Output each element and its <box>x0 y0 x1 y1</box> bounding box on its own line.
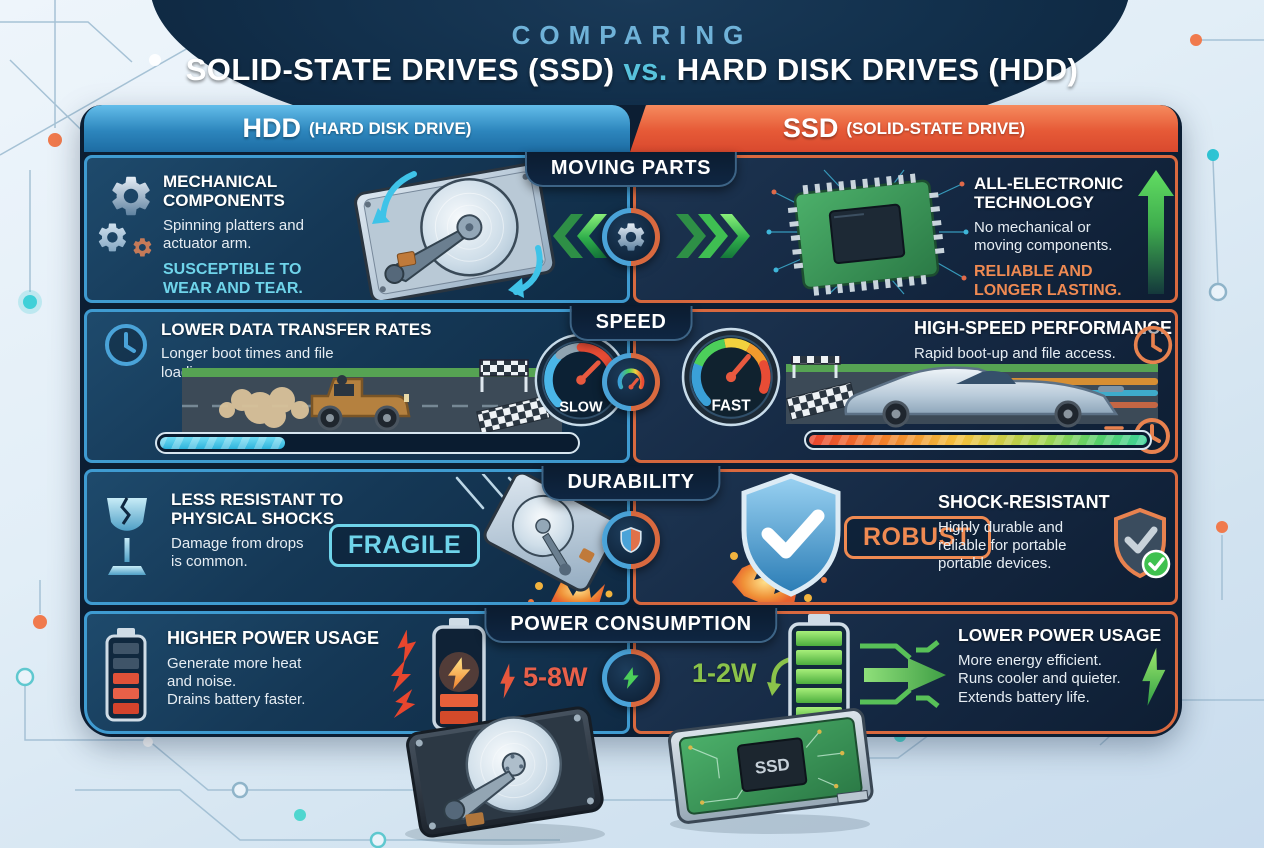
hdd-internals-illustration <box>354 162 556 300</box>
title-right: HARD DISK DRIVES (HDD) <box>676 52 1079 87</box>
ssd-chip-illustration <box>766 169 969 296</box>
ssd-speed-progress-bar <box>804 430 1152 450</box>
chevron-left-icon <box>553 214 607 258</box>
clock-icon <box>105 324 147 366</box>
comparison-table: HDD (HARD DISK DRIVE) SSD (SOLID-STATE D… <box>80 105 1182 737</box>
body: Rapid boot-up and file access. <box>914 344 1116 362</box>
old-car-scene <box>182 359 562 432</box>
robust-badge: ROBUST <box>844 516 991 559</box>
cell-hdd-moving-parts: MECHANICAL COMPONENTS Spinning platters … <box>84 155 630 303</box>
body: More energy efficient. Runs cooler and q… <box>958 651 1121 706</box>
fragile-glass-icon <box>107 497 147 575</box>
row-speed: LOWER DATA TRANSFER RATES Longer boot ti… <box>80 306 1182 466</box>
center-lightning-icon <box>602 649 660 707</box>
cell-ssd-power: 1-2W <box>633 611 1178 734</box>
row-durability: LESS RESISTANT TO PHYSICAL SHOCKS Damage… <box>80 466 1182 608</box>
heading: HIGH-SPEED PERFORMANCE <box>914 318 1173 338</box>
highlight: RELIABLE AND LONGER LASTING. <box>974 263 1122 300</box>
lightning-icon-green <box>1142 647 1166 706</box>
dust-cloud <box>219 387 309 428</box>
ssd-full: (SOLID-STATE DRIVE) <box>846 118 1026 138</box>
hdd-wattage: 5-8W <box>523 662 588 692</box>
heading: LOWER POWER USAGE <box>958 625 1162 645</box>
bottom-ssd-illustration: SSD <box>668 708 874 834</box>
checkered-flag <box>786 356 857 421</box>
lightning-icon <box>623 667 639 689</box>
cell-ssd-durability: ROBUST SHOCK-RESISTANT Highly durable an… <box>633 469 1178 605</box>
ssd-durability-text: SHOCK-RESISTANT Highly durable and relia… <box>938 492 1163 573</box>
ssd-chip-label: SSD <box>754 755 791 778</box>
shield-icon <box>620 527 642 553</box>
body: Generate more heat and noise. Drains bat… <box>167 654 306 709</box>
old-car-illustration <box>310 375 411 431</box>
slow-gauge: SLOW <box>534 333 627 427</box>
ssd-abbr: SSD <box>782 113 839 143</box>
ssd-speed-text: HIGH-SPEED PERFORMANCE Rapid boot-up and… <box>914 318 1175 363</box>
heading: LOWER DATA TRANSFER RATES <box>161 320 432 339</box>
title-left: SOLID-STATE DRIVES (SSD) <box>185 52 615 87</box>
spark-bolts-icon <box>391 630 417 718</box>
speedometer-icon <box>617 368 645 390</box>
lightning-icon-red <box>500 663 515 699</box>
hdd-speed-progress-bar <box>155 432 580 454</box>
shield-check-icon <box>1114 508 1171 579</box>
row-power-consumption: HIGHER POWER USAGE Generate more heat an… <box>80 608 1182 737</box>
heading: LESS RESISTANT TO PHYSICAL SHOCKS <box>171 490 344 529</box>
center-speedometer-icon <box>602 353 660 411</box>
sports-car-scene <box>786 356 1158 428</box>
column-header-ssd: SSD (SOLID-STATE DRIVE) <box>630 105 1178 152</box>
category-badge-durability: DURABILITY <box>541 466 721 501</box>
column-header-hdd: HDD (HARD DISK DRIVE) <box>84 105 630 152</box>
gears-icon <box>98 176 152 257</box>
gauge-label: SLOW <box>559 400 603 416</box>
hdd-moving-parts-text: MECHANICAL COMPONENTS Spinning platters … <box>163 172 343 299</box>
clock-icon-orange <box>1133 325 1173 365</box>
hdd-abbr: HDD <box>242 113 302 143</box>
heading: ALL-ELECTRONIC TECHNOLOGY <box>974 174 1124 213</box>
sports-car-illustration <box>844 366 1124 428</box>
page-title: SOLID-STATE DRIVES (SSD) vs. HARD DISK D… <box>0 52 1264 88</box>
ssd-progress-fill <box>809 435 1147 445</box>
body: No mechanical or moving components. <box>974 218 1113 255</box>
row-moving-parts: MECHANICAL COMPONENTS Spinning platters … <box>80 152 1182 306</box>
cell-ssd-speed: FAST HIGH-SPEED PERFORMANCE Rapid boot-u… <box>633 309 1178 463</box>
hdd-progress-fill <box>160 437 285 449</box>
up-arrow-icon <box>1138 170 1174 294</box>
center-shield-icon <box>602 511 660 569</box>
body: Spinning platters and actuator arm. <box>163 216 304 253</box>
cell-hdd-durability: LESS RESISTANT TO PHYSICAL SHOCKS Damage… <box>84 469 630 605</box>
fragile-badge: FRAGILE <box>329 524 481 567</box>
highlight: SUSCEPTIBLE TO WEAR AND TEAR. <box>163 261 303 298</box>
ssd-wattage: 1-2W <box>692 658 757 688</box>
heading: SHOCK-RESISTANT <box>938 492 1110 512</box>
hdd-durability-text: LESS RESISTANT TO PHYSICAL SHOCKS Damage… <box>171 490 431 571</box>
energy-flow-arrows-icon <box>860 640 946 708</box>
body: Highly durable and reliable for portable… <box>938 518 1067 573</box>
cell-ssd-moving-parts: ALL-ELECTRONIC TECHNOLOGY No mechanical … <box>633 155 1178 303</box>
ssd-power-text: LOWER POWER USAGE More energy efficient.… <box>958 625 1163 707</box>
ssd-moving-parts-text: ALL-ELECTRONIC TECHNOLOGY No mechanical … <box>974 174 1142 300</box>
battery-icon-hdd <box>105 628 147 722</box>
gauge-label: FAST <box>711 398 751 415</box>
hdd-power-text: HIGHER POWER USAGE Generate more heat an… <box>167 628 422 709</box>
bottom-hdd-illustration <box>405 706 605 845</box>
title-vs: vs. <box>623 52 668 87</box>
category-badge-speed: SPEED <box>569 306 693 341</box>
chevron-right-icon <box>676 214 750 258</box>
category-badge-power: POWER CONSUMPTION <box>484 608 778 643</box>
center-gear-icon <box>602 208 660 266</box>
fast-gauge: FAST <box>681 327 781 427</box>
body: Damage from drops is common. <box>171 534 304 571</box>
heading: MECHANICAL COMPONENTS <box>163 172 285 211</box>
shield-check-illustration <box>730 473 841 602</box>
checkered-flag <box>476 359 551 432</box>
category-badge-moving-parts: MOVING PARTS <box>524 152 738 187</box>
heading: HIGHER POWER USAGE <box>167 628 380 648</box>
cell-hdd-speed: LOWER DATA TRANSFER RATES Longer boot ti… <box>84 309 630 463</box>
hdd-full: (HARD DISK DRIVE) <box>309 118 472 138</box>
title-kicker: COMPARING <box>511 20 753 50</box>
